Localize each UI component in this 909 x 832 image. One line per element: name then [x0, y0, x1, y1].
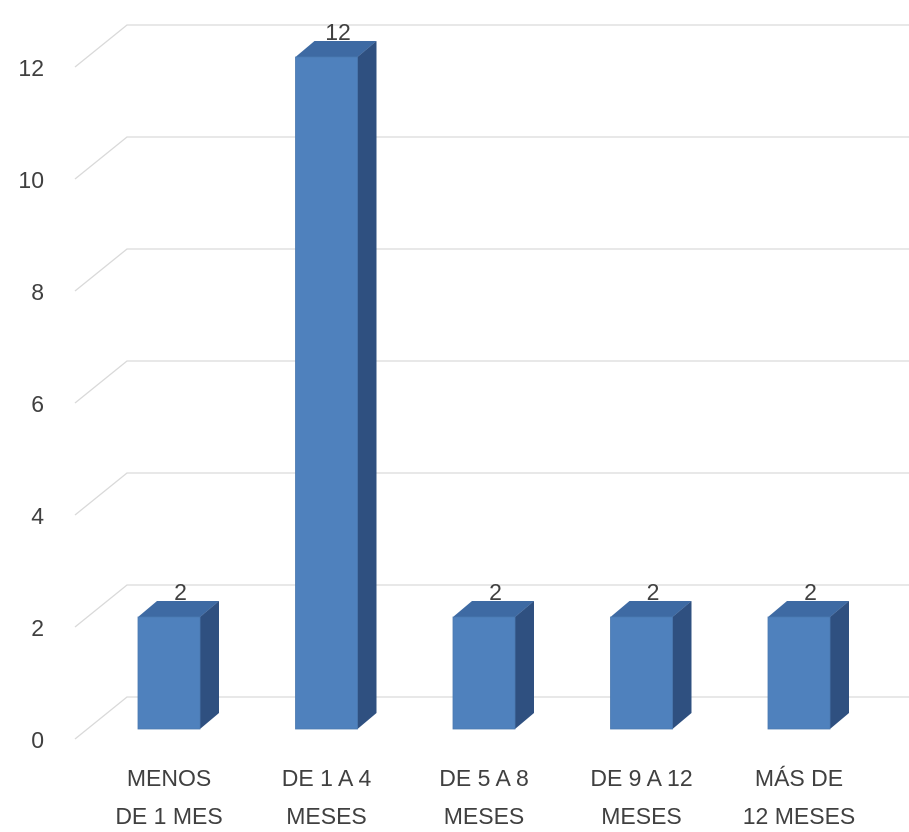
bar-front [767, 616, 831, 730]
y-tick-label: 2 [31, 615, 44, 641]
x-axis: MENOS DE 1 MES DE 1 A 4 MESES DE 5 A 8 MESES D… [115, 765, 855, 829]
y-tick-label: 12 [18, 55, 44, 81]
x-tick-label: DE 1 A 4 [282, 765, 372, 791]
x-tick-label: DE 5 A 8 [439, 765, 529, 791]
x-tick-label: MENOS [127, 765, 211, 791]
gridline [74, 248, 909, 292]
y-tick-label: 10 [18, 167, 44, 193]
data-label: 2 [174, 579, 187, 605]
bar [452, 601, 534, 730]
data-label: 12 [325, 19, 351, 45]
gridline [74, 360, 909, 404]
x-tick-label: MÁS DE [755, 765, 843, 791]
bar-side [672, 601, 692, 729]
y-tick-label: 6 [31, 391, 44, 417]
bar-top [295, 41, 377, 57]
y-tick-label: 4 [31, 503, 44, 529]
x-tick-label: 12 MESES [743, 803, 856, 829]
bar [137, 601, 219, 730]
x-tick-label: MESES [444, 803, 525, 829]
data-label: 2 [804, 579, 817, 605]
y-axis: 0 2 4 6 8 10 12 [18, 55, 44, 753]
bar [767, 601, 849, 730]
y-tick-label: 8 [31, 279, 44, 305]
y-tick-label: 0 [31, 727, 44, 753]
gridline [74, 584, 909, 628]
bar-side [200, 601, 219, 729]
bars [137, 41, 849, 730]
bar-top [768, 601, 849, 617]
gridline [74, 472, 909, 516]
bar-front [610, 616, 673, 730]
gridlines [74, 24, 909, 740]
bar-side [830, 601, 849, 729]
bar-side [515, 601, 534, 729]
bar-side [357, 41, 377, 729]
x-tick-label: DE 9 A 12 [590, 765, 692, 791]
gridline [74, 136, 909, 180]
bar [295, 41, 377, 730]
gridline [74, 24, 909, 68]
data-label: 2 [489, 579, 502, 605]
data-label: 2 [647, 579, 660, 605]
x-tick-label: DE 1 MES [115, 803, 222, 829]
bar [610, 601, 692, 730]
bar-top [610, 601, 692, 617]
bar-top [138, 601, 219, 617]
x-tick-label: MESES [601, 803, 682, 829]
bar-front [137, 616, 201, 730]
x-tick-label: MESES [286, 803, 367, 829]
bar-top [453, 601, 534, 617]
bar-front [452, 616, 516, 730]
bar-front [295, 56, 358, 730]
